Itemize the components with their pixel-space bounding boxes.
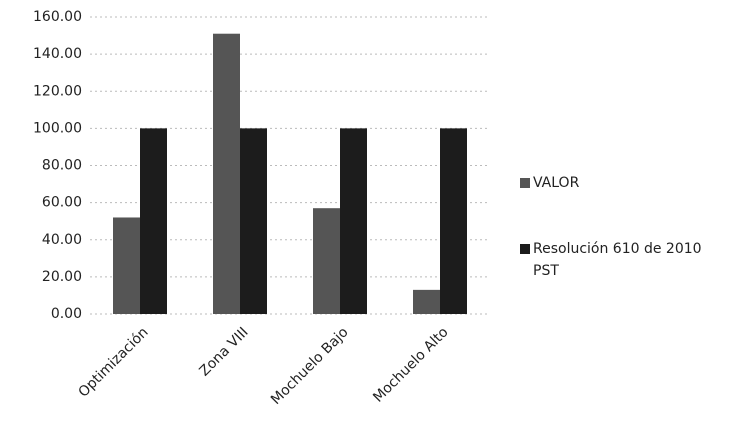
x-tick-label: Zona VIII (196, 324, 251, 379)
legend-label: VALOR (533, 175, 580, 191)
bar (440, 128, 467, 314)
y-tick-label: 80.00 (42, 158, 82, 174)
y-tick-label: 120.00 (33, 83, 82, 99)
bar (313, 208, 340, 314)
y-tick-label: 20.00 (42, 269, 82, 285)
x-tick-label: Optimización (75, 324, 151, 400)
y-tick-label: 40.00 (42, 232, 82, 248)
y-tick-label: 0.00 (51, 306, 82, 322)
legend-swatch (520, 178, 530, 188)
bar (113, 217, 140, 314)
bar (213, 33, 240, 315)
y-tick-label: 60.00 (42, 195, 82, 211)
legend-item: Resolución 610 de 2010 PST (520, 238, 740, 282)
x-tick-label: Mochuelo Alto (370, 324, 451, 405)
y-tick-label: 100.00 (33, 120, 82, 136)
bar (240, 128, 267, 314)
y-tick-label: 140.00 (33, 46, 82, 62)
legend: VALOR Resolución 610 de 2010 PST (520, 172, 740, 326)
legend-swatch (520, 244, 530, 254)
bar (140, 128, 167, 314)
y-tick-label: 160.00 (33, 9, 82, 25)
legend-label: Resolución 610 de 2010 PST (533, 241, 702, 279)
bar (413, 289, 440, 314)
bar (340, 128, 367, 314)
x-tick-label: Mochuelo Bajo (268, 324, 352, 408)
legend-item: VALOR (520, 172, 740, 194)
